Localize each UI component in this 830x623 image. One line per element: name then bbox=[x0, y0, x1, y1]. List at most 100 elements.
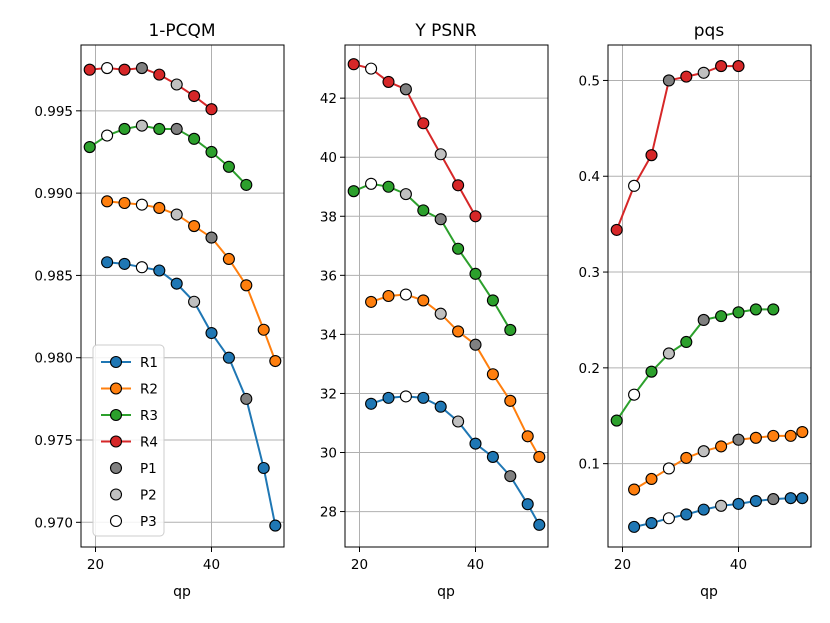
data-point-r3 bbox=[504, 323, 517, 337]
data-point-r4 bbox=[610, 223, 623, 236]
data-point-r2 bbox=[153, 201, 166, 214]
data-point-r4 bbox=[382, 75, 395, 88]
data-point-r4 bbox=[469, 210, 482, 223]
ytick-label: 28 bbox=[320, 505, 337, 521]
data-point-r4 bbox=[434, 148, 447, 161]
data-point-r1 bbox=[784, 492, 797, 505]
data-point-r1 bbox=[222, 351, 235, 364]
data-point-r3 bbox=[118, 122, 131, 135]
legend-marker bbox=[109, 435, 123, 448]
data-point-r2 bbox=[697, 445, 710, 458]
data-point-r1 bbox=[697, 503, 710, 516]
data-point-r3 bbox=[170, 122, 183, 135]
data-point-r3 bbox=[153, 122, 166, 135]
legend-label: P3 bbox=[140, 514, 157, 530]
legend-label: P1 bbox=[140, 461, 157, 477]
data-point-r2 bbox=[486, 368, 499, 381]
data-point-r1 bbox=[680, 508, 693, 521]
data-point-r1 bbox=[417, 391, 430, 404]
xlabel-pcqm: qp bbox=[173, 584, 191, 600]
xtick-label: 20 bbox=[87, 557, 104, 573]
data-point-r4 bbox=[645, 149, 658, 162]
data-point-r2 bbox=[118, 196, 131, 210]
ytick-label: 0.5 bbox=[579, 73, 600, 89]
legend-marker bbox=[109, 461, 123, 475]
legend-marker bbox=[109, 382, 123, 395]
panel-pqs: pqs 0.1 0.2 0.3 0.4 0.5 20 40 qp bbox=[579, 21, 812, 600]
ytick-label: 0.975 bbox=[34, 433, 73, 449]
series-line-r3 bbox=[353, 182, 512, 331]
data-point-r4 bbox=[135, 61, 148, 75]
ytick-label: 0.2 bbox=[579, 361, 600, 377]
data-point-r4 bbox=[715, 60, 728, 73]
data-point-r4 bbox=[365, 62, 378, 75]
data-point-r1 bbox=[365, 397, 378, 410]
xtick-label: 20 bbox=[614, 557, 631, 573]
data-point-r2 bbox=[715, 440, 728, 453]
data-point-r1 bbox=[170, 277, 183, 290]
data-point-r2 bbox=[135, 198, 148, 211]
data-point-r1 bbox=[135, 261, 148, 274]
data-point-r1 bbox=[269, 519, 282, 532]
data-point-r3 bbox=[610, 414, 623, 427]
data-point-r4 bbox=[153, 68, 166, 81]
legend-marker bbox=[109, 408, 123, 422]
legend-marker bbox=[109, 355, 123, 369]
data-point-r3 bbox=[452, 242, 465, 255]
data-point-r1 bbox=[153, 264, 166, 277]
ytick-label: 32 bbox=[320, 386, 337, 402]
ytick-label: 0.3 bbox=[579, 265, 600, 281]
data-point-r3 bbox=[399, 188, 412, 201]
data-point-r1 bbox=[399, 390, 412, 403]
data-point-r1 bbox=[240, 392, 253, 405]
data-point-r4 bbox=[452, 179, 465, 192]
axis-ticks-pqs: 0.1 0.2 0.3 0.4 0.5 20 40 bbox=[579, 73, 748, 573]
data-point-r4 bbox=[417, 117, 430, 130]
data-point-r3 bbox=[417, 204, 430, 217]
data-point-r2 bbox=[170, 208, 183, 221]
xtick-label: 40 bbox=[203, 557, 220, 573]
axes-frame-pcqm bbox=[80, 44, 285, 548]
legend-label: R1 bbox=[140, 355, 158, 371]
axis-ticks-ypsnr: 28 30 32 34 36 38 40 42 20 40 bbox=[320, 91, 484, 573]
ytick-label: 0.970 bbox=[34, 515, 73, 531]
ytick-label: 0.980 bbox=[34, 351, 73, 367]
data-point-r3 bbox=[486, 294, 499, 307]
data-point-r4 bbox=[347, 58, 360, 71]
data-point-r2 bbox=[796, 425, 809, 439]
legend-marker bbox=[109, 514, 123, 528]
data-point-r1 bbox=[749, 494, 762, 508]
data-point-r1 bbox=[628, 520, 641, 533]
data-point-r2 bbox=[645, 472, 658, 486]
axes-frame-ypsnr bbox=[344, 44, 549, 548]
data-point-r4 bbox=[732, 60, 745, 73]
legend-entry-p3: P3 bbox=[109, 514, 157, 530]
data-point-r1 bbox=[118, 257, 131, 270]
series-pcqm bbox=[83, 61, 282, 532]
data-point-r3 bbox=[188, 132, 201, 145]
data-point-r3 bbox=[662, 347, 675, 360]
data-point-r2 bbox=[767, 429, 780, 442]
data-point-r2 bbox=[399, 288, 412, 301]
data-point-r1 bbox=[533, 518, 546, 531]
data-point-r2 bbox=[680, 451, 693, 464]
axis-ticks-pcqm: 0.970 0.975 0.980 0.985 0.990 0.995 20 40 bbox=[34, 104, 220, 573]
data-point-r1 bbox=[101, 256, 114, 269]
data-point-r3 bbox=[732, 306, 745, 319]
panel-title-ypsnr: Y PSNR bbox=[414, 21, 477, 41]
legend-label: R2 bbox=[140, 382, 158, 398]
data-point-r1 bbox=[796, 492, 809, 505]
data-point-r2 bbox=[417, 294, 430, 307]
data-point-r4 bbox=[118, 63, 131, 76]
data-point-r1 bbox=[469, 437, 482, 450]
legend-entry-p2: P2 bbox=[109, 488, 157, 504]
series-line-r3 bbox=[615, 308, 774, 422]
xtick-label: 40 bbox=[467, 557, 484, 573]
data-point-r3 bbox=[434, 213, 447, 226]
data-point-r4 bbox=[205, 103, 218, 116]
data-point-r2 bbox=[222, 252, 235, 266]
data-point-r4 bbox=[170, 78, 183, 91]
ytick-label: 0.990 bbox=[34, 186, 73, 202]
data-point-r2 bbox=[188, 219, 201, 233]
